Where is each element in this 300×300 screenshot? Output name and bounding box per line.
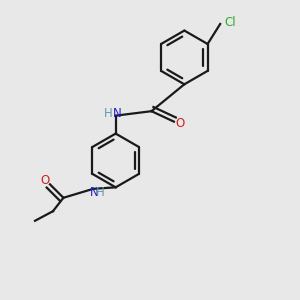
Text: N: N [90,186,99,199]
Text: H: H [104,107,113,120]
Text: N: N [112,107,121,120]
Text: O: O [175,117,184,130]
Text: O: O [40,174,49,187]
Text: Cl: Cl [224,16,236,29]
Text: H: H [95,186,104,199]
